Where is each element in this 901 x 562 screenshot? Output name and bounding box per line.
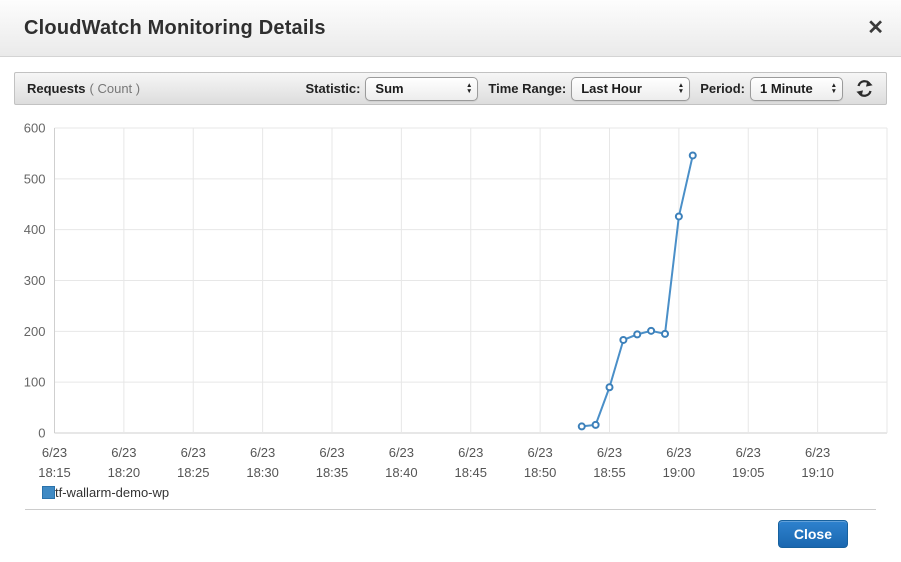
svg-text:0: 0 <box>38 426 45 441</box>
svg-text:500: 500 <box>24 171 46 186</box>
refresh-arrows-icon <box>856 80 873 97</box>
statistic-label: Statistic: <box>305 81 361 96</box>
legend-swatch <box>42 486 55 499</box>
dialog-header: CloudWatch Monitoring Details ✕ <box>0 0 901 57</box>
svg-text:6/23: 6/23 <box>597 445 622 460</box>
svg-text:18:40: 18:40 <box>385 465 418 480</box>
footer-divider <box>25 509 876 510</box>
refresh-button[interactable] <box>853 78 876 99</box>
statistic-value: Sum <box>375 81 404 96</box>
svg-text:6/23: 6/23 <box>666 445 691 460</box>
svg-text:18:20: 18:20 <box>108 465 141 480</box>
svg-text:6/23: 6/23 <box>458 445 483 460</box>
svg-text:18:35: 18:35 <box>316 465 349 480</box>
updown-arrows-icon: ▲ ▼ <box>465 82 473 95</box>
svg-text:100: 100 <box>24 375 46 390</box>
svg-text:400: 400 <box>24 222 46 237</box>
svg-text:6/23: 6/23 <box>805 445 830 460</box>
svg-text:6/23: 6/23 <box>527 445 552 460</box>
svg-text:19:10: 19:10 <box>801 465 834 480</box>
time-range-value: Last Hour <box>581 81 642 96</box>
svg-text:19:05: 19:05 <box>732 465 765 480</box>
svg-text:6/23: 6/23 <box>389 445 414 460</box>
svg-text:200: 200 <box>24 324 46 339</box>
svg-text:6/23: 6/23 <box>736 445 761 460</box>
chart-toolbar: Requests ( Count ) Statistic: Sum ▲ ▼ Tim… <box>14 72 887 105</box>
period-label: Period: <box>700 81 745 96</box>
metric-name: Requests <box>27 81 86 96</box>
updown-arrows-icon: ▲ ▼ <box>830 82 837 95</box>
period-select[interactable]: 1 Minute ▲ ▼ <box>750 76 843 101</box>
period-value: 1 Minute <box>760 81 813 96</box>
dialog-title: CloudWatch Monitoring Details <box>24 16 326 39</box>
time-range-select[interactable]: Last Hour ▲ ▼ <box>571 76 691 101</box>
legend-label: tf-wallarm-demo-wp <box>55 485 170 500</box>
svg-text:6/23: 6/23 <box>181 445 206 460</box>
svg-text:18:30: 18:30 <box>246 465 279 480</box>
svg-text:6/23: 6/23 <box>250 445 275 460</box>
svg-text:19:00: 19:00 <box>663 465 696 480</box>
chart-legend: tf-wallarm-demo-wp <box>42 485 169 500</box>
svg-text:6/23: 6/23 <box>111 445 136 460</box>
statistic-select[interactable]: Sum ▲ ▼ <box>365 76 479 101</box>
svg-text:18:15: 18:15 <box>38 465 71 480</box>
svg-text:6/23: 6/23 <box>319 445 344 460</box>
svg-text:18:55: 18:55 <box>593 465 626 480</box>
close-icon[interactable]: ✕ <box>867 17 884 39</box>
svg-text:18:45: 18:45 <box>454 465 487 480</box>
svg-text:300: 300 <box>24 273 46 288</box>
time-range-label: Time Range: <box>488 81 567 96</box>
metric-unit: ( Count ) <box>89 81 141 96</box>
close-button[interactable]: Close <box>777 520 848 548</box>
svg-text:18:25: 18:25 <box>177 465 210 480</box>
svg-text:600: 600 <box>24 121 46 136</box>
metric-chart: 0 100 200 300 400 500 600 6/23 18:15 6/23 18:20 6/2… <box>24 121 888 480</box>
toolbar-controls: Statistic: Sum ▲ ▼ Time Range: Last Hour … <box>296 76 876 101</box>
svg-text:6/23: 6/23 <box>42 445 67 460</box>
updown-arrows-icon: ▲ ▼ <box>677 82 685 95</box>
svg-text:18:50: 18:50 <box>524 465 557 480</box>
